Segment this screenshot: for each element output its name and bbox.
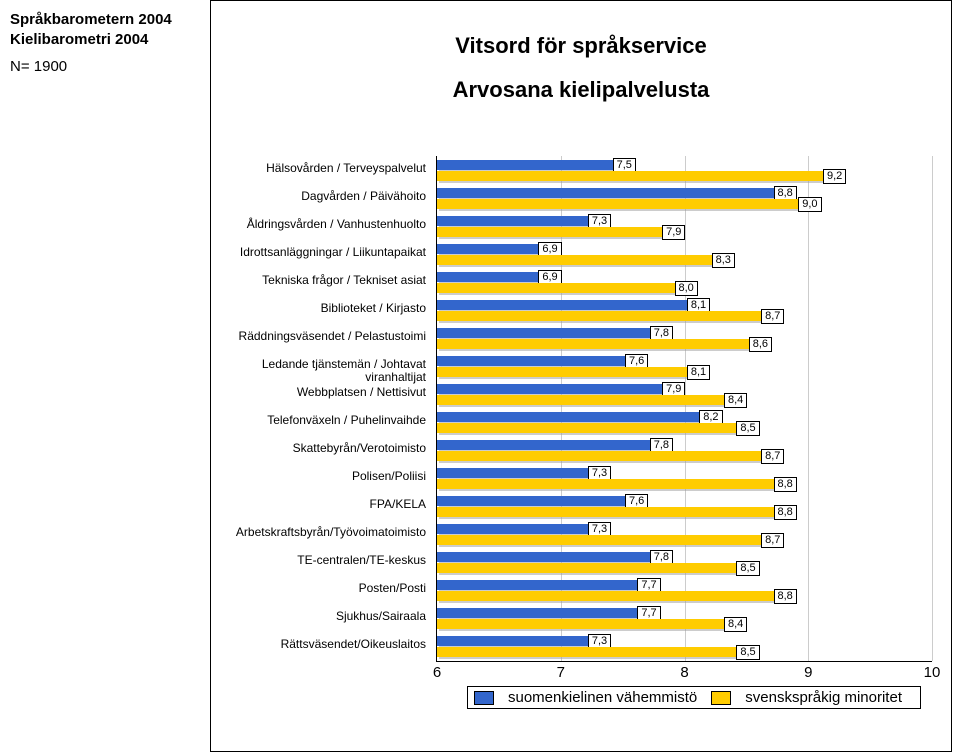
bar-series-b <box>437 283 685 293</box>
bar-series-b <box>437 171 833 181</box>
bar-series-a <box>437 496 635 506</box>
bar-series-a <box>437 356 635 366</box>
axis-tick: 8 <box>680 664 688 681</box>
chart-frame: Vitsord för språkservice Arvosana kielip… <box>210 0 952 752</box>
value-label-b: 8,4 <box>724 393 747 408</box>
value-label-b: 8,5 <box>736 645 759 660</box>
value-label-b: 7,9 <box>662 225 685 240</box>
bar-series-a <box>437 160 623 170</box>
axis-tick: 7 <box>557 664 565 681</box>
bar-series-a <box>437 440 660 450</box>
plot-area: 6789107,59,28,89,07,37,96,98,36,98,08,18… <box>436 156 932 662</box>
legend-swatch-a <box>474 691 494 705</box>
bar-series-a <box>437 216 598 226</box>
bar-series-a <box>437 580 647 590</box>
category-label: Skattebyrån/Verotoimisto <box>21 442 426 455</box>
header-line1: Språkbarometern 2004 <box>10 10 172 30</box>
category-label: Webbplatsen / Nettisivut <box>21 386 426 399</box>
bar-series-a <box>437 524 598 534</box>
value-label-b: 8,6 <box>749 337 772 352</box>
category-label: Åldringsvården / Vanhustenhuolto <box>21 218 426 231</box>
category-label: Idrottsanläggningar / Liikuntapaikat <box>21 246 426 259</box>
category-label: TE-centralen/TE-keskus <box>21 554 426 567</box>
survey-header: Språkbarometern 2004 Kielibarometri 2004… <box>10 10 172 77</box>
bar-series-a <box>437 552 660 562</box>
bar-series-a <box>437 384 672 394</box>
bar-series-a <box>437 608 647 618</box>
category-label: Telefonväxeln / Puhelinvaihde <box>21 414 426 427</box>
bar-series-a <box>437 188 784 198</box>
value-label-b: 8,5 <box>736 421 759 436</box>
bar-series-b <box>437 199 808 209</box>
gridline <box>808 156 809 661</box>
bar-series-b <box>437 479 784 489</box>
gridline <box>932 156 933 661</box>
category-label: Polisen/Poliisi <box>21 470 426 483</box>
bar-series-a <box>437 412 709 422</box>
bar-series-b <box>437 507 784 517</box>
category-label: Arbetskraftsbyrån/Työvoimatoimisto <box>21 526 426 539</box>
axis-tick: 10 <box>924 664 941 681</box>
bar-series-a <box>437 272 548 282</box>
value-label-b: 8,4 <box>724 617 747 632</box>
chart-subtitle: Arvosana kielipalvelusta <box>211 77 951 103</box>
axis-tick: 9 <box>804 664 812 681</box>
bar-series-b <box>437 227 672 237</box>
value-label-b: 8,7 <box>761 533 784 548</box>
category-label: FPA/KELA <box>21 498 426 511</box>
legend: suomenkielinen vähemmistö svenskspråkig m… <box>467 686 921 709</box>
legend-label-b: svenskspråkig minoritet <box>745 689 902 706</box>
value-label-b: 8,3 <box>712 253 735 268</box>
bar-series-a <box>437 328 660 338</box>
bar-series-b <box>437 563 746 573</box>
category-label: Rättsväsendet/Oikeuslaitos <box>21 638 426 651</box>
legend-label-a: suomenkielinen vähemmistö <box>508 689 697 706</box>
bar-series-a <box>437 300 697 310</box>
value-label-b: 8,8 <box>774 589 797 604</box>
bar-series-a <box>437 636 598 646</box>
value-label-b: 9,0 <box>798 197 821 212</box>
value-label-b: 9,2 <box>823 169 846 184</box>
bar-series-b <box>437 339 759 349</box>
value-label-b: 8,7 <box>761 309 784 324</box>
bar-series-b <box>437 423 746 433</box>
bar-series-b <box>437 591 784 601</box>
legend-swatch-b <box>711 691 731 705</box>
value-label-b: 8,5 <box>736 561 759 576</box>
category-label: Biblioteket / Kirjasto <box>21 302 426 315</box>
bar-series-b <box>437 367 697 377</box>
category-label: Räddningsväsendet / Pelastustoimi <box>21 330 426 343</box>
value-label-b: 8,0 <box>675 281 698 296</box>
header-line2: Kielibarometri 2004 <box>10 30 172 50</box>
chart-title: Vitsord för språkservice <box>211 33 951 59</box>
bar-series-b <box>437 451 771 461</box>
category-label: Sjukhus/Sairaala <box>21 610 426 623</box>
axis-tick: 6 <box>433 664 441 681</box>
value-label-b: 8,8 <box>774 505 797 520</box>
plot-wrap: Hälsovården / Terveyspalvelut Dagvården /… <box>21 156 941 711</box>
bar-series-b <box>437 535 771 545</box>
bar-series-a <box>437 244 548 254</box>
bar-series-b <box>437 255 722 265</box>
bar-series-a <box>437 468 598 478</box>
category-label: Tekniska frågor / Tekniset asiat <box>21 274 426 287</box>
category-label: Dagvården / Päivähoito <box>21 190 426 203</box>
bar-series-b <box>437 647 746 657</box>
category-label: Ledande tjänstemän / Johtavatviranhaltij… <box>21 358 426 383</box>
value-label-b: 8,7 <box>761 449 784 464</box>
bar-series-b <box>437 395 734 405</box>
value-label-b: 8,8 <box>774 477 797 492</box>
bar-series-b <box>437 311 771 321</box>
category-label: Posten/Posti <box>21 582 426 595</box>
category-label: Hälsovården / Terveyspalvelut <box>21 162 426 175</box>
bar-series-b <box>437 619 734 629</box>
header-n: N= 1900 <box>10 57 172 77</box>
value-label-b: 8,1 <box>687 365 710 380</box>
